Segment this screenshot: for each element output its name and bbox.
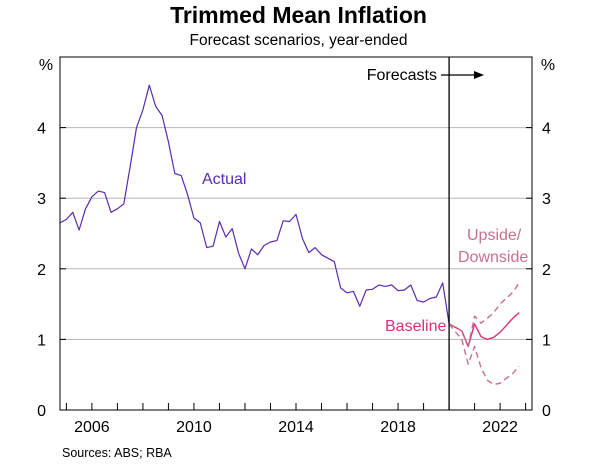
upside-series-line [448,282,520,348]
plot-frame [59,56,533,411]
x-tick-labels: 2006 2010 2014 2018 2022 [74,419,518,436]
y-tick-label-right: 1 [542,332,551,349]
y-tick-label-left: 1 [37,332,46,349]
x-tick-label: 2014 [278,419,314,436]
downside-series-line [448,323,520,386]
y-axis-unit-left: % [39,57,53,74]
axis-ticks [60,127,532,410]
x-tick-label: 2010 [176,419,212,436]
chart-source: Sources: ABS; RBA [62,446,172,460]
upside-downside-label-line1: Upside/ [467,227,522,244]
y-tick-label-right: 0 [542,403,551,420]
y-tick-label-left: 2 [37,262,46,279]
gridlines [60,127,532,340]
x-tick-label: 2018 [380,419,416,436]
forecasts-arrow-icon [441,71,484,79]
chart-subtitle: Forecast scenarios, year-ended [189,32,408,49]
y-tick-label-left: 3 [37,191,46,208]
y-tick-label-left: 0 [37,403,46,420]
actual-series-label: Actual [202,171,246,188]
y-tick-labels: 0 0 1 1 2 2 3 3 4 4 [37,121,551,420]
y-tick-label-right: 2 [542,262,551,279]
x-tick-label: 2006 [74,419,110,436]
upside-downside-label-line2: Downside [458,249,528,266]
x-tick-label: 2022 [482,419,518,436]
chart-title: Trimmed Mean Inflation [170,2,427,28]
y-tick-label-right: 4 [542,121,551,138]
y-tick-label-right: 3 [542,191,551,208]
forecasts-annotation: Forecasts [367,67,437,84]
y-axis-unit-right: % [541,57,555,74]
series-lines [59,84,520,386]
baseline-series-label: Baseline [385,318,446,335]
actual-series-line [59,84,450,324]
y-tick-label-left: 4 [37,121,46,138]
